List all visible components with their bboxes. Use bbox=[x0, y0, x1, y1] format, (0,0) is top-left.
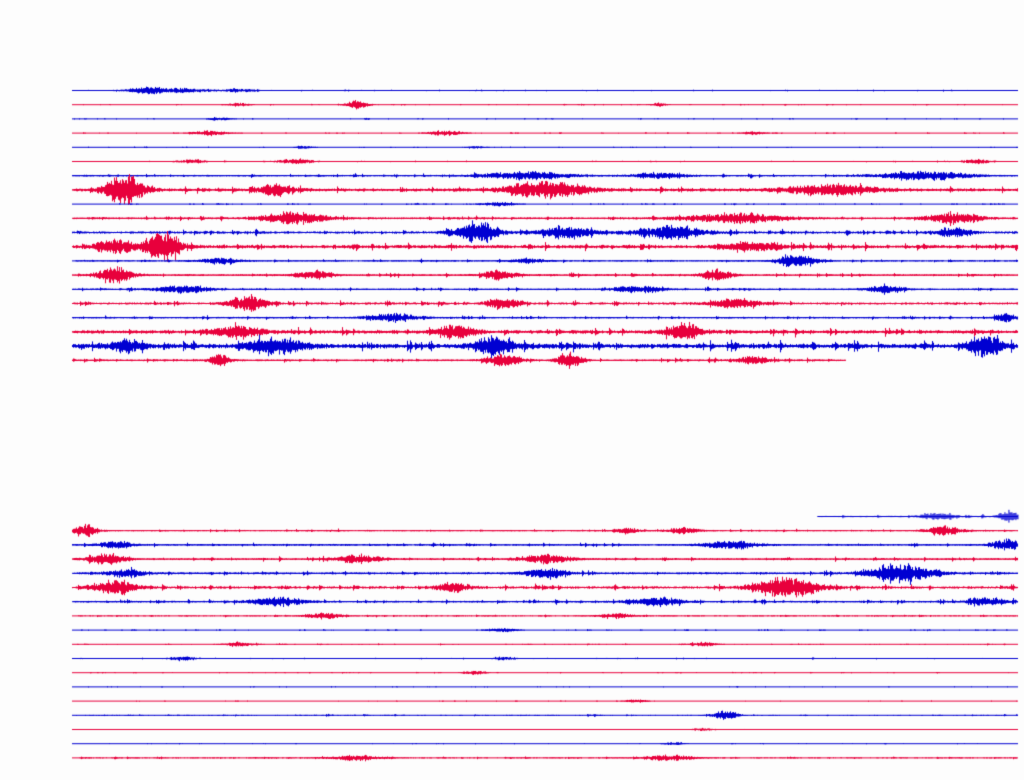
seismogram-traces bbox=[0, 0, 1024, 780]
helicorder-plot: HT Nesson, Tempi Applied filter: WWSSN-S… bbox=[0, 0, 1024, 780]
